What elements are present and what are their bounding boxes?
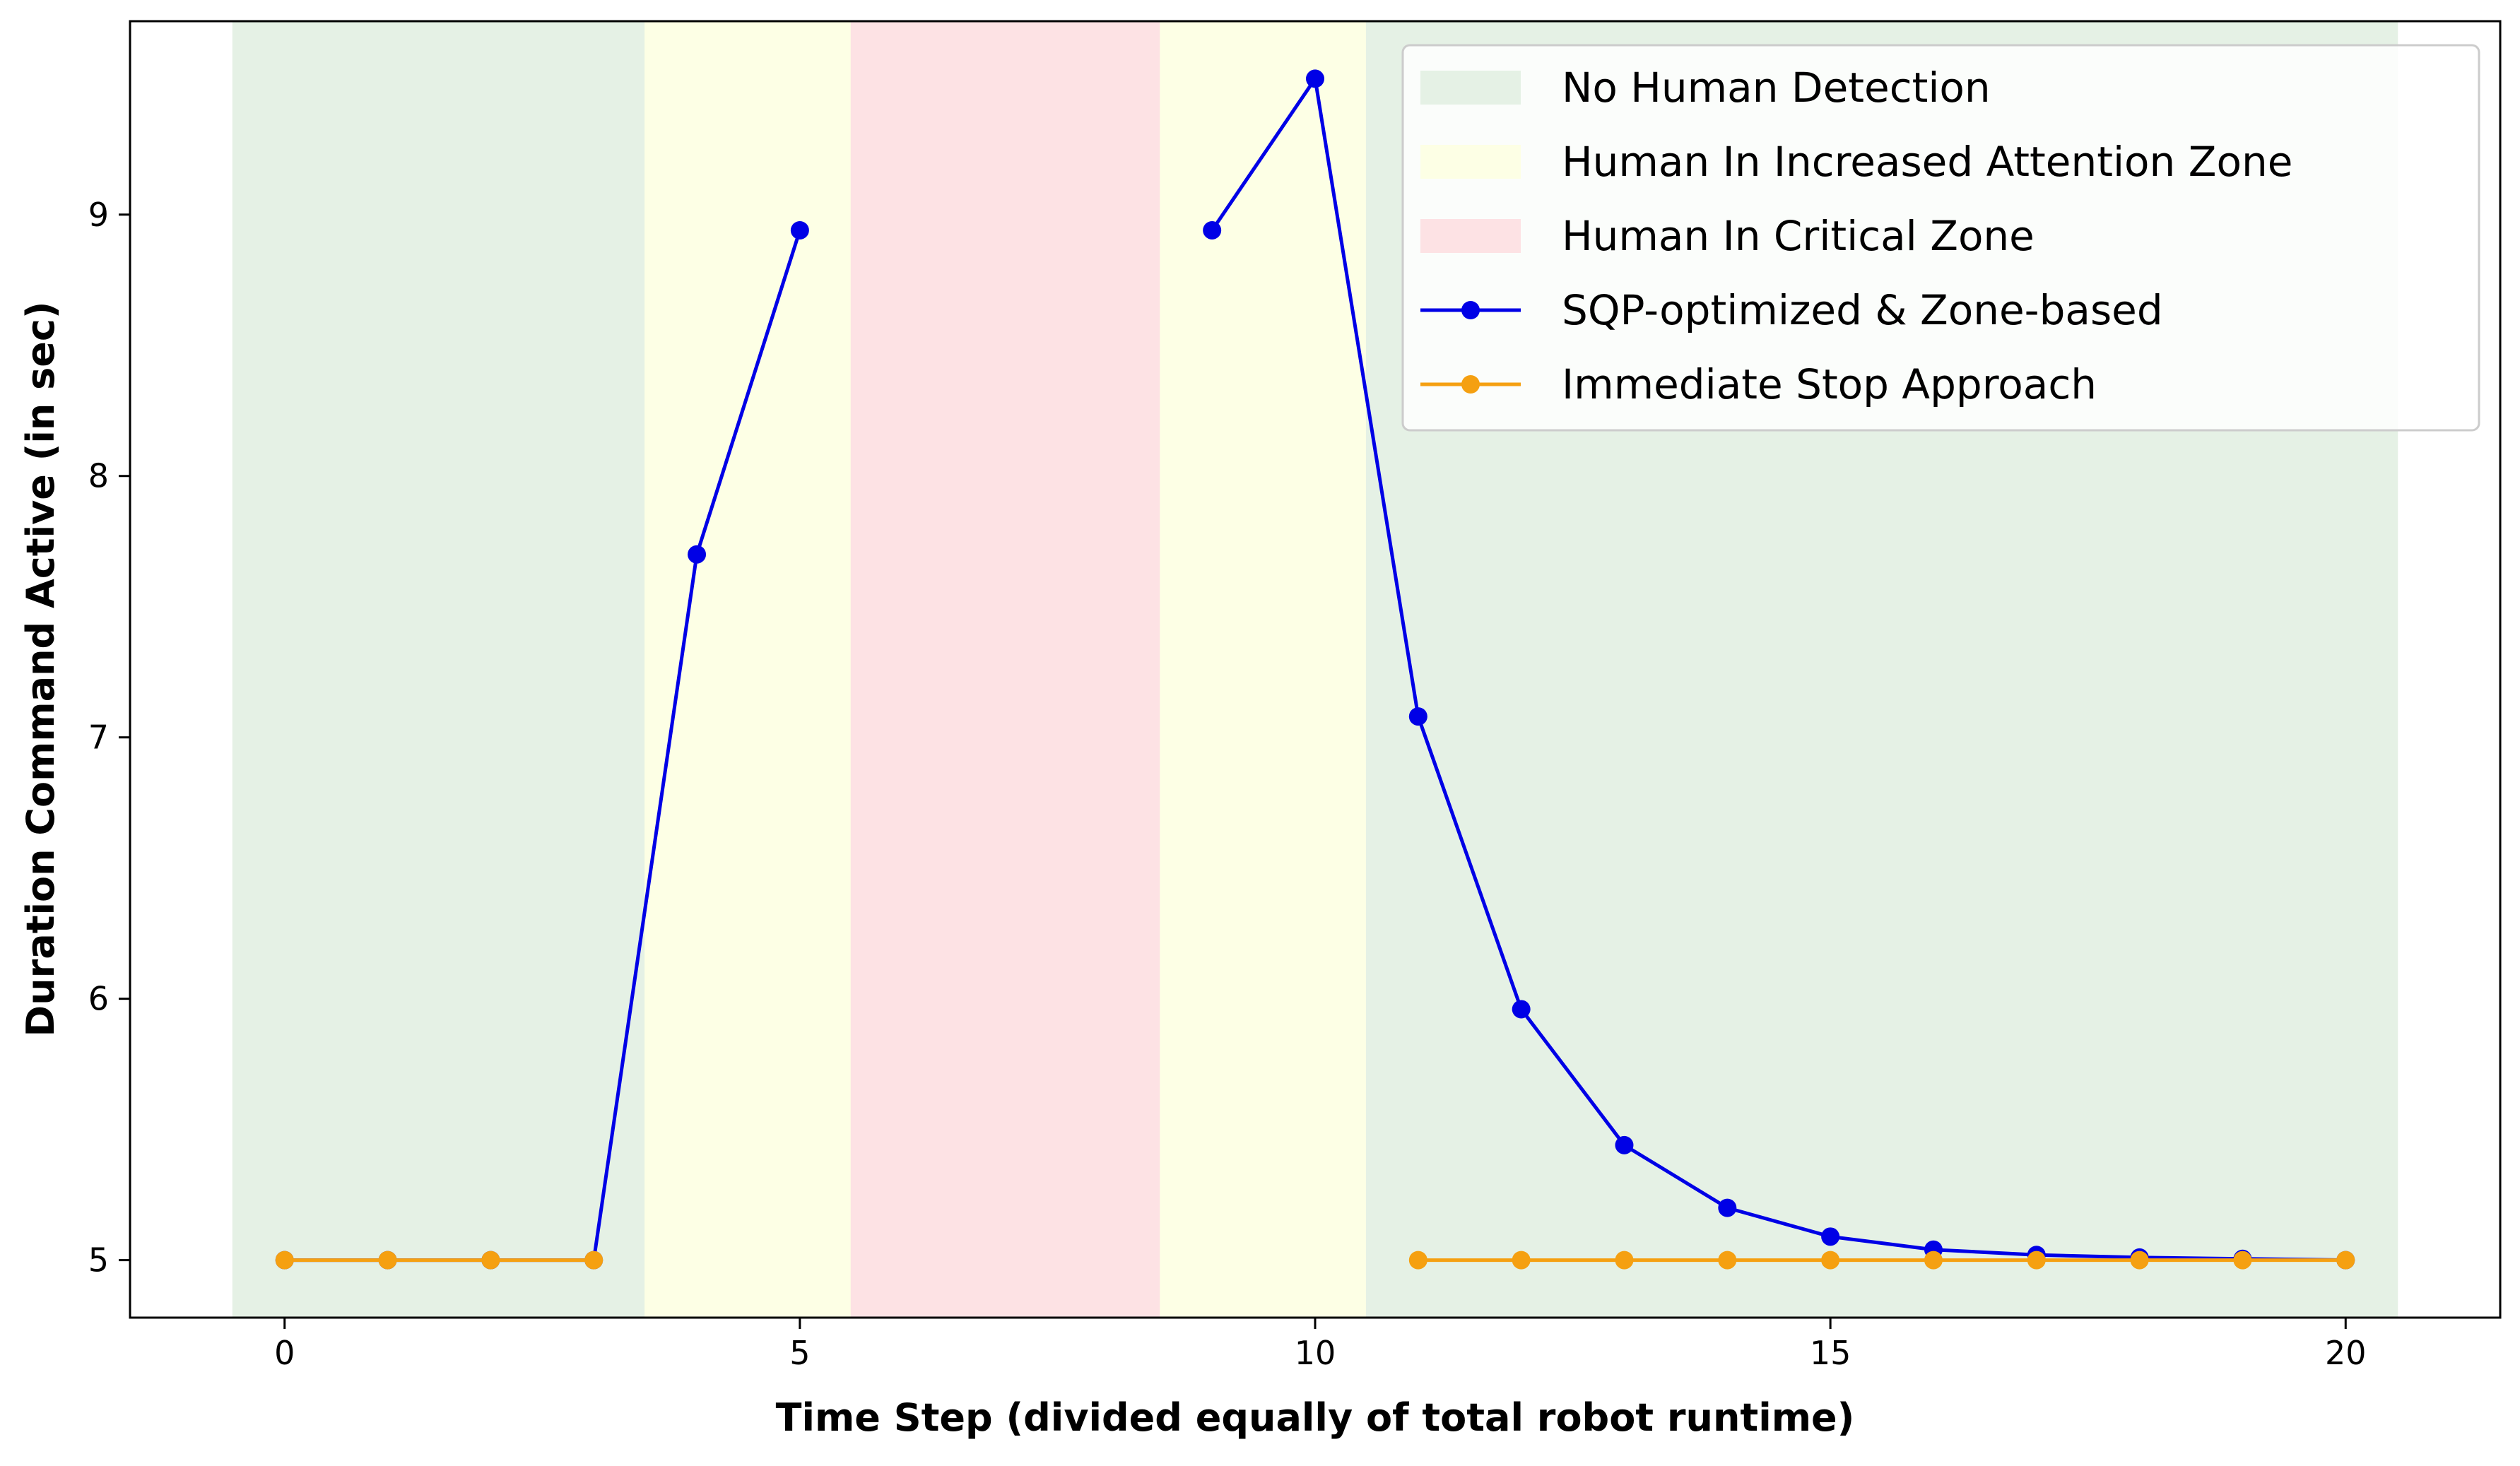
x-tick-label: 15 [1810, 1334, 1851, 1372]
y-tick-label: 8 [88, 457, 109, 495]
y-tick-label: 6 [88, 980, 109, 1018]
series-line-sqp-optimized-zone-based [1211, 76, 2346, 1263]
data-point-immediate-stop-approach [584, 1251, 603, 1270]
data-point-immediate-stop-approach [2336, 1251, 2355, 1270]
data-point-sqp-optimized-zone-based [1512, 1000, 1531, 1019]
x-tick-label: 0 [274, 1334, 295, 1372]
series-layer [275, 69, 2355, 1270]
legend-swatch [1420, 71, 1521, 105]
data-point-sqp-optimized-zone-based [1718, 1198, 1737, 1217]
legend-marker [1461, 301, 1480, 319]
zone-band [232, 20, 647, 1318]
legend-label: SQP-optimized & Zone-based [1562, 286, 2163, 334]
legend-label: Human In Critical Zone [1562, 212, 2035, 260]
y-tick-label: 7 [88, 719, 109, 757]
zone-band [644, 20, 852, 1318]
data-point-sqp-optimized-zone-based [1203, 220, 1222, 240]
x-tick-label: 5 [789, 1334, 810, 1372]
data-point-sqp-optimized-zone-based [790, 220, 809, 240]
y-tick-label: 9 [88, 196, 109, 234]
y-axis-ticks: 5 6 7 8 9 [88, 196, 130, 1279]
zone-band [850, 20, 1162, 1318]
data-point-immediate-stop-approach [2130, 1251, 2149, 1270]
y-tick-label: 5 [88, 1241, 109, 1279]
x-tick-label: 20 [2325, 1334, 2367, 1372]
data-point-immediate-stop-approach [378, 1251, 397, 1270]
data-point-sqp-optimized-zone-based [1615, 1135, 1634, 1154]
legend-box [1401, 44, 2480, 432]
x-axis-label: Time Step (divided equally of total robo… [776, 1395, 1855, 1440]
x-axis-ticks: 0 5 10 15 20 [274, 1318, 2367, 1372]
data-point-sqp-optimized-zone-based [1306, 69, 1324, 88]
data-point-sqp-optimized-zone-based [1821, 1227, 1840, 1246]
legend: No Human Detection Human In Increased Att… [1401, 44, 2480, 432]
legend-swatch [1420, 219, 1521, 253]
data-point-immediate-stop-approach [1924, 1251, 1943, 1270]
data-point-immediate-stop-approach [1408, 1251, 1427, 1270]
zone-band [1160, 20, 1367, 1318]
data-point-immediate-stop-approach [1615, 1251, 1634, 1270]
legend-marker [1461, 375, 1480, 394]
data-point-immediate-stop-approach [275, 1251, 294, 1270]
y-axis-label: Duration Command Active (in sec) [18, 301, 63, 1036]
data-point-immediate-stop-approach [1512, 1251, 1531, 1270]
data-point-sqp-optimized-zone-based [688, 545, 707, 564]
legend-label: Immediate Stop Approach [1562, 360, 2097, 408]
legend-label: No Human Detection [1562, 64, 1991, 112]
data-point-immediate-stop-approach [481, 1251, 500, 1270]
legend-label: Human In Increased Attention Zone [1562, 138, 2292, 186]
data-point-immediate-stop-approach [2027, 1251, 2046, 1270]
data-point-immediate-stop-approach [2233, 1251, 2252, 1270]
data-point-immediate-stop-approach [1718, 1251, 1737, 1270]
data-point-immediate-stop-approach [1821, 1251, 1840, 1270]
data-point-sqp-optimized-zone-based [1408, 707, 1427, 726]
legend-swatch [1420, 145, 1521, 179]
x-tick-label: 10 [1295, 1334, 1336, 1372]
